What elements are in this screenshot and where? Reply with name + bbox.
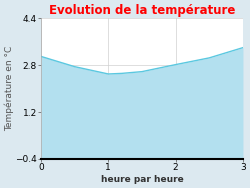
Title: Evolution de la température: Evolution de la température xyxy=(49,4,235,17)
Y-axis label: Température en °C: Température en °C xyxy=(4,46,14,131)
X-axis label: heure par heure: heure par heure xyxy=(100,175,183,184)
